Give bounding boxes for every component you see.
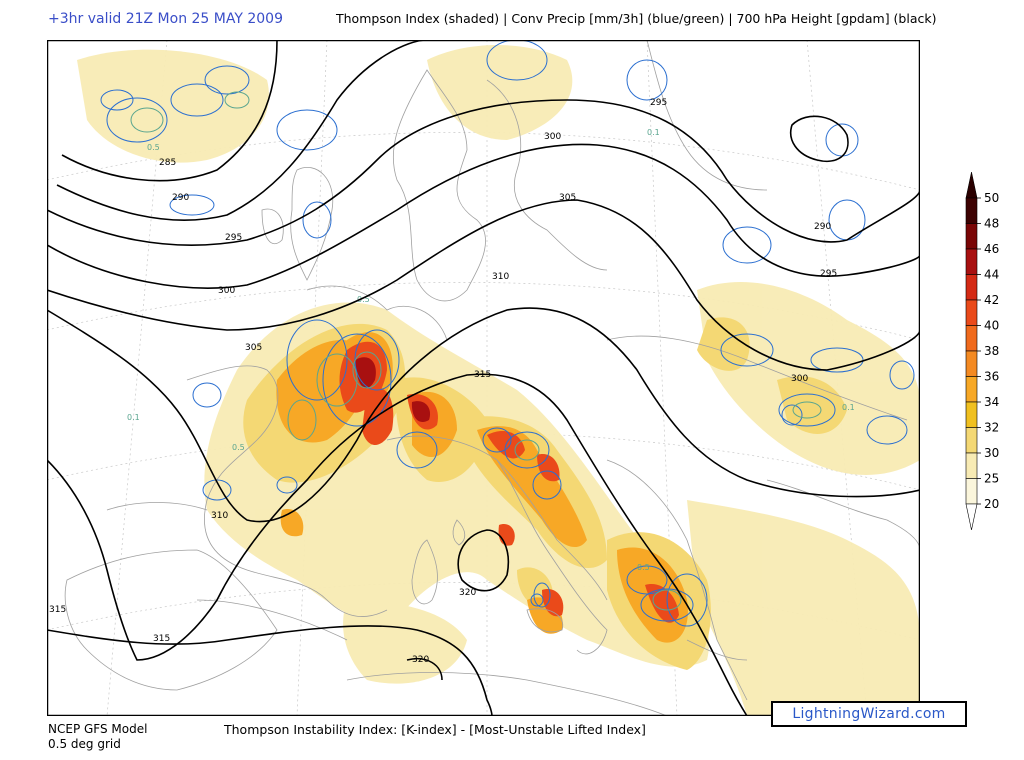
- colorbar-block: [965, 299, 978, 326]
- height-label: 315: [49, 605, 66, 615]
- conv-precip-contours: 0.5 0.5 0.5 0.5 0.1 0.1 0.1: [100, 40, 915, 627]
- height-label: 315: [153, 634, 170, 644]
- index-definition: Thompson Instability Index: [K-index] - …: [224, 722, 646, 737]
- grid-resolution: 0.5 deg grid: [48, 737, 121, 751]
- colorbar-tick-label: 42: [984, 293, 999, 307]
- colorbar-tick-label: 46: [984, 242, 999, 256]
- precip-label: 0.5: [232, 443, 245, 452]
- height-label: 300: [791, 374, 808, 384]
- precip-label: 0.5: [637, 563, 650, 572]
- colorbar-block: [965, 376, 978, 403]
- height-label: 310: [492, 272, 509, 282]
- colorbar-block: [965, 427, 978, 454]
- height-label: 295: [820, 269, 837, 279]
- colorbar-tick-label: 32: [984, 421, 999, 435]
- colorbar-block: [965, 223, 978, 250]
- precip-label: 0.1: [647, 128, 660, 137]
- colorbar-block: [965, 452, 978, 479]
- colorbar-tick-label: 50: [984, 191, 999, 205]
- height-label: 305: [245, 343, 262, 353]
- precip-label: 0.5: [357, 295, 370, 304]
- colorbar-tick-label: 44: [984, 268, 999, 282]
- colorbar-block: [965, 197, 978, 224]
- precip-label: 0.1: [127, 413, 140, 422]
- colorbar-bottom-arrow: [965, 503, 978, 531]
- height-contours: [47, 40, 920, 716]
- colorbar-tick-label: 38: [984, 344, 999, 358]
- height-label: 320: [459, 588, 476, 598]
- thompson-index-shading: [77, 45, 920, 716]
- precip-label: 0.5: [147, 143, 160, 152]
- height-label: 320: [412, 655, 429, 665]
- model-name: NCEP GFS Model: [48, 722, 148, 736]
- valid-time-title: +3hr valid 21Z Mon 25 MAY 2009: [48, 11, 283, 27]
- colorbar-labels: 50 48 46 44 42 40 38 36 34 32 30 25 20: [977, 191, 999, 511]
- colorbar-block: [965, 274, 978, 301]
- height-label: 290: [172, 193, 189, 203]
- precip-label: 0.1: [842, 403, 855, 412]
- colorbar-top-arrow: [965, 171, 978, 199]
- colorbar-block: [965, 478, 978, 505]
- colorbar-tick-label: 25: [984, 472, 999, 486]
- height-label: 285: [159, 158, 176, 168]
- height-label: 300: [218, 286, 235, 296]
- height-labels: 285 290 295 300 305 310 315 315 320 320 …: [49, 98, 837, 665]
- colorbar: 50 48 46 44 42 40 38 36 34 32 30 25 20: [965, 171, 999, 531]
- colorbar-tick-label: 34: [984, 395, 999, 409]
- height-label: 295: [225, 233, 242, 243]
- colorbar-block: [965, 350, 978, 377]
- height-label: 290: [814, 222, 831, 232]
- height-label: 295: [650, 98, 667, 108]
- colorbar-tick-label: 20: [984, 497, 999, 511]
- height-label: 310: [211, 511, 228, 521]
- height-label: 305: [559, 193, 576, 203]
- colorbar-blocks: [965, 171, 978, 531]
- weather-map: 0.5 0.5 0.5 0.5 0.1 0.1 0.1 28: [47, 40, 920, 716]
- colorbar-tick-label: 36: [984, 370, 999, 384]
- colorbar-tick-label: 30: [984, 446, 999, 460]
- colorbar-block: [965, 325, 978, 352]
- colorbar-tick-label: 48: [984, 217, 999, 231]
- coastlines: [64, 40, 920, 716]
- colorbar-block: [965, 248, 978, 275]
- colorbar-tick-label: 40: [984, 319, 999, 333]
- fields-description: Thompson Index (shaded) | Conv Precip [m…: [336, 11, 937, 26]
- credit-badge[interactable]: LightningWizard.com: [771, 701, 967, 727]
- height-label: 315: [474, 370, 491, 380]
- height-label: 300: [544, 132, 561, 142]
- colorbar-block: [965, 401, 978, 428]
